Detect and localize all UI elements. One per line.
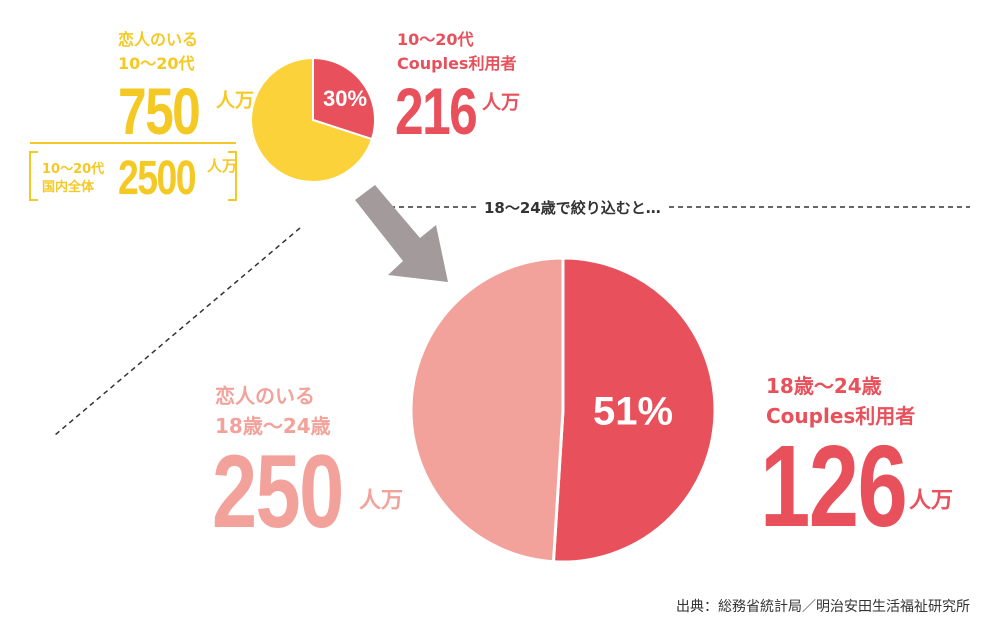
filter-note: 18〜24歳で絞り込むと… — [478, 197, 667, 218]
callout-number: 126 — [760, 421, 908, 551]
callout-unit: 万人 — [905, 488, 952, 510]
callout-number: 2500 — [118, 152, 197, 205]
value-label: 51% — [593, 390, 673, 434]
callout-unit: 万人 — [355, 488, 402, 510]
callout-unit: 万人 — [213, 90, 254, 109]
callout-label: Couples利用者 — [766, 404, 916, 428]
pie-slice — [312, 56, 376, 141]
callout-label: 恋人のいる — [118, 30, 199, 49]
callout-unit: 万人 — [479, 92, 520, 111]
pie-slice — [409, 256, 565, 564]
arrow — [355, 185, 448, 282]
callout-label: 18歳〜24歳 — [766, 374, 882, 398]
callout-number: 216 — [395, 74, 478, 148]
callout-label: 10〜20代 — [397, 30, 474, 49]
callout-number: 250 — [212, 434, 344, 550]
value-label: 30% — [323, 86, 367, 111]
callout-unit: 万人 — [205, 158, 238, 173]
source: 出典：総務省統計局／明治安田生活福祉研究所 — [676, 599, 970, 615]
callout-label: 10〜20代 — [42, 162, 105, 177]
bracket — [29, 151, 237, 201]
callout-label: 恋人のいる — [215, 384, 315, 408]
callout-label: 国内全体 — [42, 180, 95, 195]
callout-label: 10〜20代 — [118, 54, 195, 73]
pie-slice — [551, 256, 717, 564]
callout-number: 750 — [118, 74, 201, 148]
pie-slice — [250, 56, 374, 183]
callout-label: Couples利用者 — [397, 54, 517, 73]
callout-label: 18歳〜24歳 — [215, 414, 331, 438]
